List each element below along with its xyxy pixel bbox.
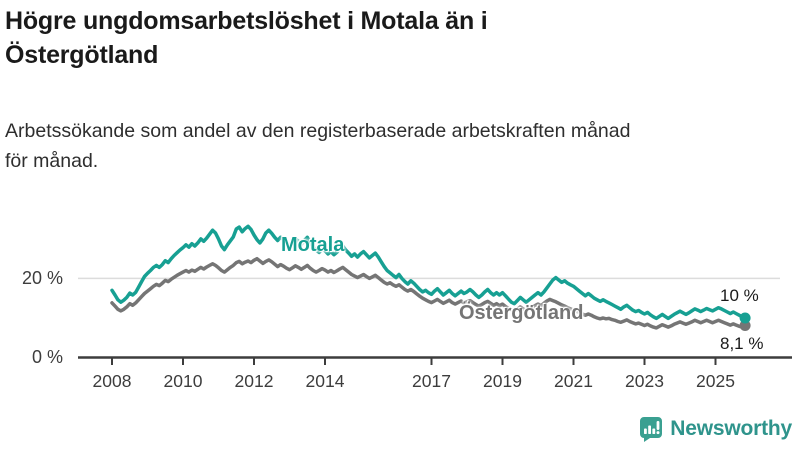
end-value-label-ostergotland: 8,1 %: [720, 334, 764, 353]
chart-title: Högre ungdomsarbetslöshet i Motala än i …: [5, 7, 488, 69]
x-tick-label-2019: 2019: [483, 371, 522, 391]
x-tick-label-2014: 2014: [306, 371, 345, 391]
x-tick-label-2012: 2012: [235, 371, 274, 391]
y-axis-label-20: 20 %: [21, 268, 63, 288]
x-tick-label-2021: 2021: [554, 371, 593, 391]
x-tick-label-2023: 2023: [625, 371, 664, 391]
logo-wordmark: Newsworthy: [670, 417, 792, 440]
x-tick-label-2017: 2017: [412, 371, 451, 391]
x-tick-label-2008: 2008: [93, 371, 132, 391]
bar-chart-speech-bubble-icon: [640, 417, 663, 442]
line-motala: [110, 224, 747, 321]
end-value-label-motala: 10 %: [720, 286, 759, 305]
x-tick-label-2025: 2025: [696, 371, 735, 391]
x-tick-label-2010: 2010: [164, 371, 203, 391]
chart-subtitle: Arbetssökande som andel av den registerb…: [5, 120, 631, 172]
line-östergötland: [110, 256, 747, 330]
series-label-ostergotland: Östergötland: [459, 302, 584, 324]
series-label-motala: Motala: [281, 234, 345, 256]
newsworthy-logo: Newsworthy: [639, 416, 792, 442]
end-dot-motala: [739, 312, 751, 324]
y-axis-label-0: 0 %: [31, 347, 63, 367]
